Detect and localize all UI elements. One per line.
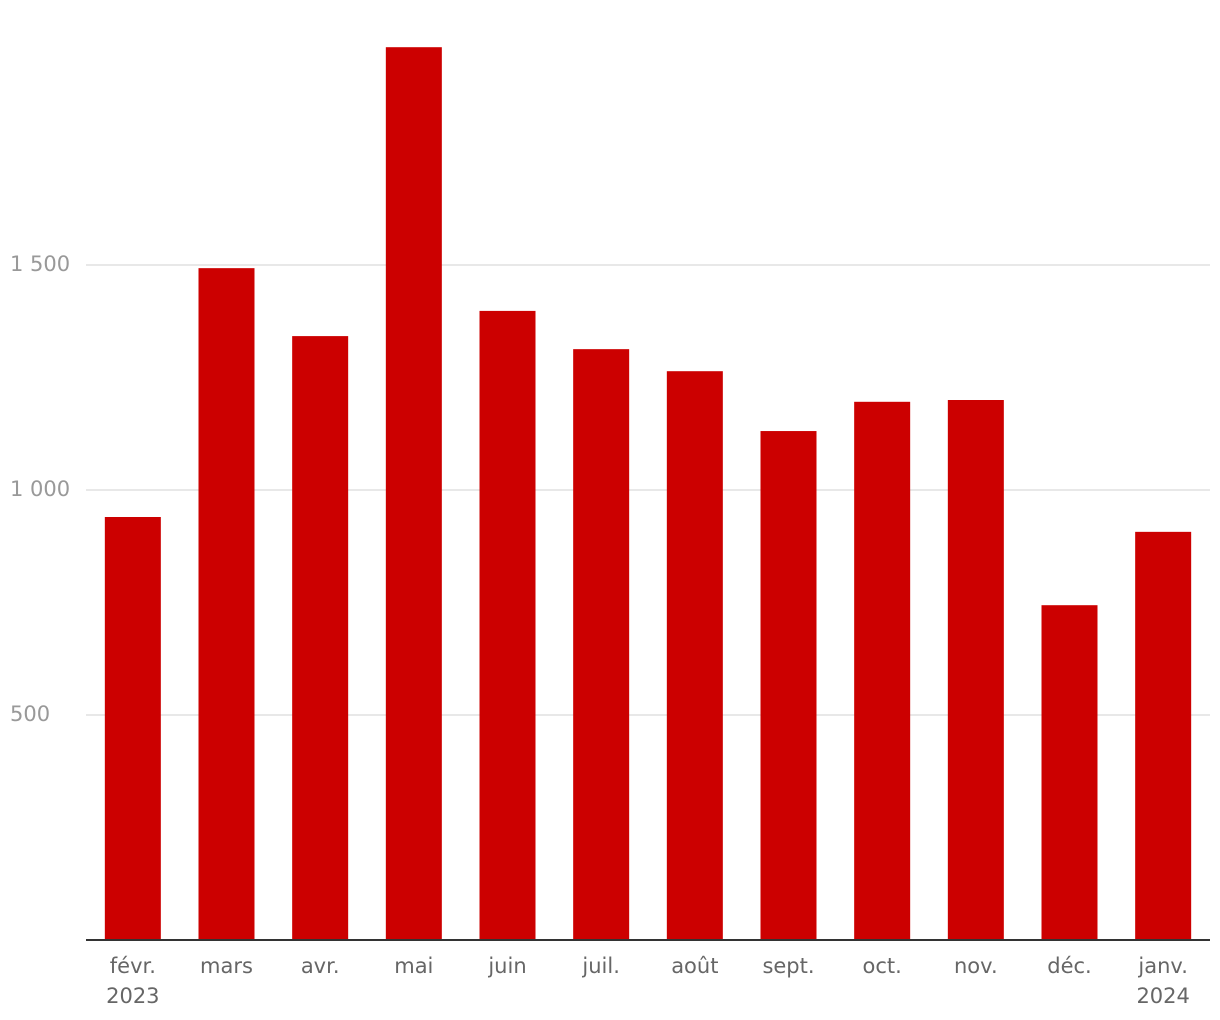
- bar: [1041, 605, 1098, 940]
- bar: [1135, 531, 1192, 940]
- y-tick-label: 1 000: [10, 477, 70, 501]
- bar: [760, 431, 817, 940]
- y-tick-label: 1 500: [10, 252, 70, 276]
- x-tick-label: nov.: [954, 954, 998, 978]
- x-tick-label: avr.: [301, 954, 340, 978]
- x-tick-label: janv. 2024: [1136, 954, 1189, 1008]
- bar: [292, 336, 349, 941]
- bar: [947, 400, 1004, 940]
- bar: [666, 371, 723, 940]
- x-tick-label: août: [671, 954, 718, 978]
- x-tick-label: mai: [394, 954, 433, 978]
- x-tick-label: mars: [200, 954, 253, 978]
- x-tick-label: juil.: [581, 954, 620, 978]
- x-tick-label: oct.: [863, 954, 902, 978]
- bar: [385, 47, 442, 940]
- bar: [854, 401, 911, 940]
- x-tick-label: déc.: [1047, 954, 1091, 978]
- x-tick-label: févr. 2023: [106, 954, 159, 1008]
- bar: [104, 517, 161, 940]
- y-tick-label: 500: [10, 702, 50, 726]
- bar: [479, 310, 536, 940]
- bar: [573, 349, 630, 940]
- x-tick-label: sept.: [762, 954, 814, 978]
- bar: [198, 268, 255, 940]
- x-tick-label: juin: [487, 954, 526, 978]
